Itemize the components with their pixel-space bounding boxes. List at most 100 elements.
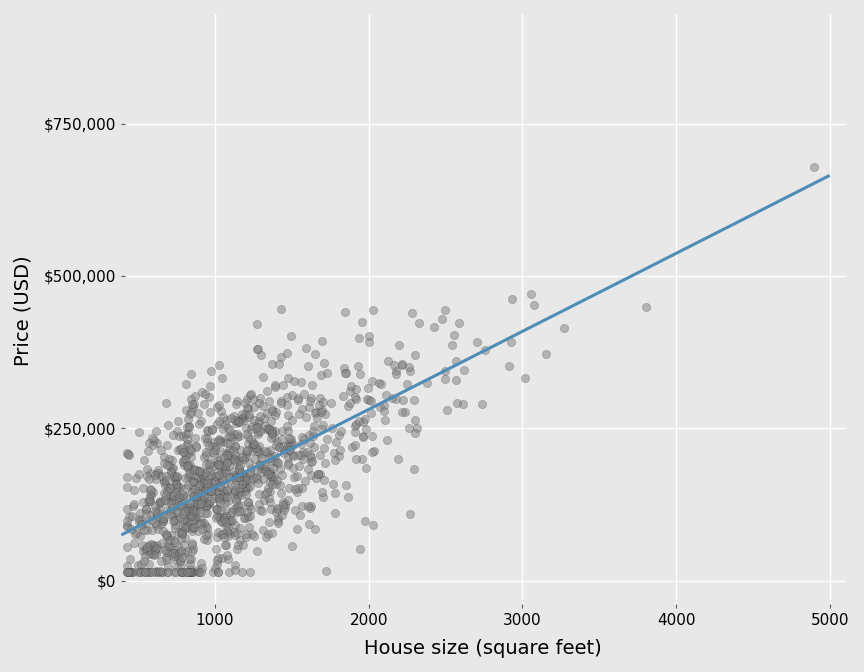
Point [130, 472, 143, 483]
Point [155, 537, 168, 548]
Point [179, 514, 193, 525]
Point [201, 485, 215, 496]
Point [196, 471, 210, 482]
Point [302, 518, 315, 529]
Point [387, 360, 401, 370]
Point [161, 546, 175, 557]
Point [219, 517, 232, 528]
Point [188, 442, 202, 453]
Point [249, 472, 263, 482]
Point [188, 440, 202, 451]
Point [217, 412, 231, 423]
Point [151, 464, 165, 475]
Point [171, 445, 185, 456]
Point [213, 406, 227, 417]
Point [303, 437, 317, 448]
Point [181, 433, 194, 444]
Point [149, 425, 163, 436]
Point [196, 474, 210, 485]
Point [230, 431, 244, 442]
Point [216, 485, 230, 496]
Point [183, 564, 197, 575]
Point [362, 331, 376, 342]
Point [638, 301, 652, 312]
Point [217, 453, 231, 464]
Point [240, 506, 254, 517]
Point [181, 439, 194, 450]
Point [276, 379, 289, 390]
Point [445, 339, 459, 350]
Point [239, 532, 253, 542]
Point [229, 480, 243, 491]
Point [312, 400, 326, 411]
Point [201, 497, 215, 508]
Point [245, 475, 258, 486]
Point [396, 395, 410, 406]
Point [120, 566, 134, 577]
Point [141, 524, 155, 535]
Point [340, 492, 354, 503]
Point [224, 479, 238, 490]
Point [262, 516, 276, 527]
Point [232, 454, 245, 465]
Point [438, 305, 452, 316]
Point [164, 467, 178, 478]
Point [176, 521, 190, 532]
Point [160, 566, 174, 577]
Point [270, 512, 284, 523]
Point [527, 300, 541, 310]
Point [281, 410, 295, 421]
Point [169, 482, 183, 493]
Point [231, 491, 245, 502]
Point [228, 415, 242, 426]
Point [153, 496, 167, 507]
Point [302, 361, 315, 372]
Point [219, 510, 232, 521]
Point [194, 475, 208, 486]
Point [231, 528, 245, 539]
Point [170, 472, 184, 482]
Point [156, 515, 170, 526]
Point [239, 489, 253, 499]
Point [213, 493, 226, 503]
Point [137, 454, 151, 465]
Point [309, 473, 323, 484]
Point [143, 496, 157, 507]
Point [221, 423, 235, 433]
Point [403, 362, 416, 373]
Point [176, 431, 190, 442]
Point [270, 507, 283, 517]
Point [169, 425, 183, 436]
Point [228, 530, 242, 540]
Point [188, 498, 202, 509]
Point [505, 293, 519, 304]
Point [305, 380, 319, 390]
Point [183, 409, 197, 419]
Point [167, 470, 181, 481]
Point [230, 418, 244, 429]
Point [250, 319, 264, 329]
Point [150, 437, 164, 448]
Point [278, 498, 292, 509]
Point [185, 526, 199, 536]
Point [147, 548, 161, 559]
Point [181, 459, 195, 470]
Point [380, 435, 394, 446]
Point [168, 537, 182, 548]
Point [236, 540, 250, 550]
Point [245, 463, 258, 474]
Point [161, 496, 175, 507]
Point [349, 383, 363, 394]
Point [341, 401, 355, 411]
Point [265, 528, 279, 538]
Point [149, 474, 163, 485]
Point [307, 442, 321, 452]
Point [195, 562, 209, 573]
Point [182, 422, 196, 433]
Point [183, 566, 197, 577]
Point [151, 468, 165, 478]
Point [265, 429, 279, 439]
Point [159, 489, 173, 500]
Point [201, 482, 215, 493]
Point [396, 358, 410, 369]
